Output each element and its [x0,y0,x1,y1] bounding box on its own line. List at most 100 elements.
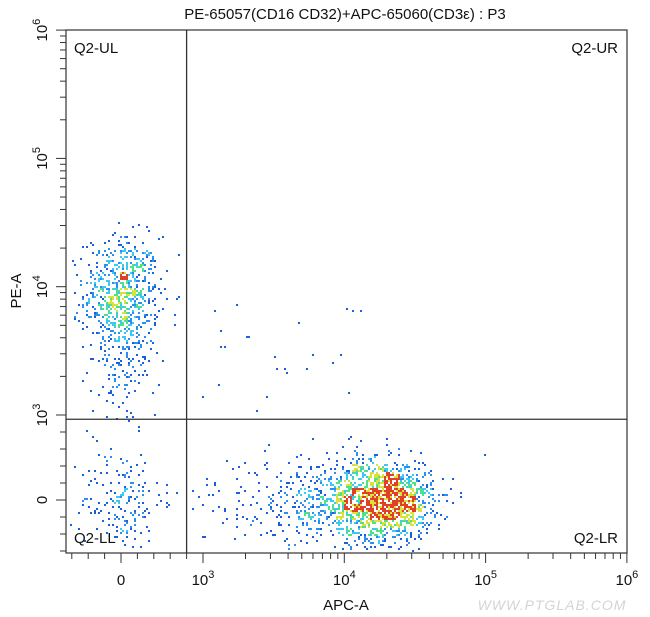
event-point [404,520,406,522]
event-point [380,508,382,510]
event-point [390,452,392,454]
event-point [122,250,124,252]
event-point [324,500,326,502]
event-point [322,484,324,486]
event-point [338,500,340,502]
event-point [110,304,112,306]
event-point [168,504,170,506]
y-tick-label: 103 [31,404,51,427]
event-point [336,464,338,466]
event-point [124,306,126,308]
event-point [394,542,396,544]
event-point [94,308,96,310]
event-point [354,522,356,524]
event-point [330,498,332,500]
event-point [122,306,124,308]
event-point [76,274,78,276]
event-point [124,318,126,320]
event-point [146,526,148,528]
event-point [396,508,398,510]
event-point [166,502,168,504]
event-point [146,320,148,322]
event-point [446,494,448,496]
event-point [272,500,274,502]
event-point [314,514,316,516]
event-point [288,482,290,484]
event-point [404,512,406,514]
event-point [370,518,372,520]
event-point [346,528,348,530]
event-point [104,350,106,352]
event-point [386,438,388,440]
event-point [110,308,112,310]
event-point [426,528,428,530]
event-point [142,264,144,266]
event-point [370,494,372,496]
event-point [134,304,136,306]
event-point [298,516,300,518]
event-point [414,504,416,506]
event-point [406,538,408,540]
event-point [400,538,402,540]
event-point [292,482,294,484]
event-point [366,538,368,540]
event-point [102,304,104,306]
event-point [352,510,354,512]
event-point [388,518,390,520]
event-point [128,242,130,244]
event-point [118,262,120,264]
event-point [346,508,348,510]
event-point [128,346,130,348]
event-point [108,310,110,312]
event-point [118,306,120,308]
event-point [342,516,344,518]
event-point [362,542,364,544]
event-point [350,498,352,500]
event-point [122,462,124,464]
event-point [338,512,340,514]
event-point [126,520,128,522]
event-point [116,530,118,532]
event-point [370,508,372,510]
event-point [176,298,178,300]
event-point [104,264,106,266]
event-point [334,510,336,512]
event-point [126,320,128,322]
event-point [118,332,120,334]
event-point [90,344,92,346]
event-point [124,250,126,252]
event-point [130,374,132,376]
event-point [304,476,306,478]
event-point [400,524,402,526]
event-point [408,518,410,520]
event-point [338,516,340,518]
event-point [300,480,302,482]
event-point [442,494,444,496]
event-point [236,492,238,494]
event-point [322,522,324,524]
event-point [396,516,398,518]
event-point [118,338,120,340]
event-point [74,316,76,318]
event-point [336,500,338,502]
event-point [106,314,108,316]
event-point [364,470,366,472]
event-point [124,520,126,522]
event-point [364,524,366,526]
event-point [138,374,140,376]
event-point [400,498,402,500]
event-point [90,270,92,272]
event-point [298,506,300,508]
event-point [310,466,312,468]
event-point [312,536,314,538]
event-point [382,506,384,508]
event-point [386,504,388,506]
event-point [396,482,398,484]
event-point [126,340,128,342]
event-point [146,256,148,258]
event-point [396,504,398,506]
event-point [346,518,348,520]
event-point [400,482,402,484]
event-point [104,300,106,302]
event-point [124,320,126,322]
